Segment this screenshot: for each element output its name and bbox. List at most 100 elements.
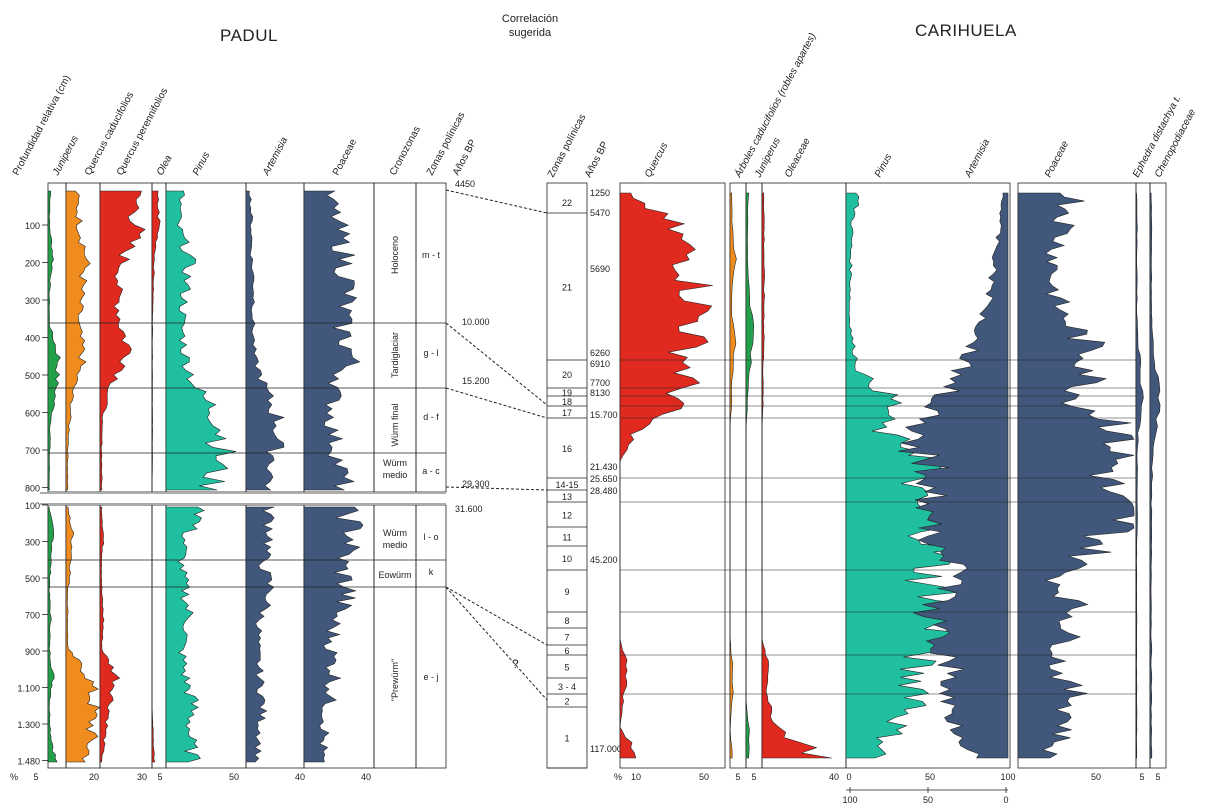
carihuela-pollen-zone: 22 — [562, 198, 572, 208]
padul-percent-tick: 50 — [229, 772, 239, 782]
padul-pollen-zone: g - l — [423, 348, 438, 358]
carihuela-pollen-zone: 10 — [562, 554, 572, 564]
padul-curve-artemisia — [245, 190, 285, 491]
correlation-question-mark: ? — [512, 657, 519, 671]
carihuela-percent-tick: 5 — [751, 772, 756, 782]
correlation-title-line2: sugerida — [508, 27, 552, 39]
carihuela-pollen-zone: 7 — [564, 633, 569, 643]
padul-pollen-zone: l - o — [423, 532, 438, 542]
padul-depth-tick: 400 — [25, 334, 40, 344]
correlation-line — [445, 387, 548, 419]
carihuela-pollen-zone: 21 — [562, 283, 572, 293]
carihuela-header-2: Quercus — [643, 141, 670, 180]
carihuela-age-bp: 6260 — [590, 348, 610, 358]
carihuela-pollen-zone: 2 — [564, 697, 569, 707]
carihuela-percent-tick: 5 — [1155, 772, 1160, 782]
carihuela-pollen-zone: 18 — [562, 397, 572, 407]
carihuela-header-5: Oleaceae — [783, 136, 813, 179]
carihuela-pollen-zone: 16 — [562, 444, 572, 454]
carihuela-percent-tick: 100 — [1000, 772, 1015, 782]
carihuela-curve-chenopodiaceae — [1149, 192, 1161, 759]
padul-pollen-zone: k — [429, 567, 434, 577]
padul-curve-juniperus-lower — [47, 506, 58, 763]
padul-pollen-zone: d - f — [423, 412, 439, 422]
carihuela-curve-ephedra — [1135, 192, 1144, 759]
padul-chronozone: Würm final — [390, 403, 400, 446]
padul-depth-tick-lower: 900 — [25, 647, 40, 657]
carihuela-pollen-zone: 8 — [564, 616, 569, 626]
padul-header-10: Años BP — [451, 138, 479, 178]
carihuela-curve-oleaceae — [761, 192, 832, 759]
padul-col-frame-lower — [151, 504, 167, 769]
carihuela-percent-tick: 10 — [631, 772, 641, 782]
padul-title: PADUL — [220, 26, 278, 45]
carihuela-percent-tick: 0 — [846, 772, 851, 782]
carihuela-pollen-zone: 3 - 4 — [558, 682, 576, 692]
carihuela-pollen-zone: 5 — [564, 663, 569, 673]
padul-chronozone: Würm — [383, 528, 407, 538]
padul-curve-quercus-caducifolios — [65, 190, 91, 491]
padul-curve-quercus-perennifolios-lower — [99, 506, 121, 763]
carihuela-col-frame — [761, 182, 847, 769]
padul-header-6: Artemisia — [260, 135, 290, 178]
carihuela-zone-column — [546, 182, 588, 769]
carihuela-curve-artemisia — [898, 192, 1009, 759]
padul-depth-tick: 700 — [25, 446, 40, 456]
padul-curve-poaceae — [303, 190, 361, 491]
padul-chronozone: "Prewürm" — [390, 659, 400, 701]
padul-pollen-zone: e - j — [423, 672, 438, 682]
correlation-line — [445, 586, 548, 646]
padul-percent-tick: 40 — [295, 772, 305, 782]
carihuela-age-bp: 1250 — [590, 188, 610, 198]
carihuela-pollen-zone: 17 — [562, 408, 572, 418]
correlation-line — [445, 586, 548, 701]
depth-break-band — [40, 492, 620, 505]
padul-percent-tick: 40 — [361, 772, 371, 782]
carihuela-header-8: Poaceae — [1043, 139, 1071, 179]
carihuela-pollen-zone: 13 — [562, 492, 572, 502]
padul-curve-quercus-perennifolios — [99, 190, 146, 491]
padul-zone-frame — [415, 182, 447, 493]
padul-depth-tick-lower: 1.300 — [17, 720, 40, 730]
padul-age-bp: 10.000 — [462, 317, 490, 327]
carihuela-pollen-zone: 12 — [562, 511, 572, 521]
padul-percent-tick: 5 — [33, 772, 38, 782]
padul-header-1: Juniperus — [50, 134, 81, 178]
padul-depth-tick-lower: 500 — [25, 574, 40, 584]
padul-depth-tick-lower: 300 — [25, 538, 40, 548]
padul-col-frame-lower — [99, 504, 153, 769]
padul-header-7: Poaceae — [331, 137, 359, 177]
carihuela-age-bp: 8130 — [590, 388, 610, 398]
correlation-title-line1: Correlación — [501, 13, 559, 25]
padul-depth-tick-lower: 1.480 — [17, 757, 40, 767]
padul-age-bp: 15.200 — [462, 376, 490, 386]
padul-age-bp: 4450 — [455, 179, 475, 189]
carihuela-pollen-zone: 9 — [564, 587, 569, 597]
padul-zone-frame-lower — [415, 504, 447, 769]
padul-chronozone: medio — [383, 470, 408, 480]
correlation-line — [445, 189, 548, 214]
padul-depth-tick-lower: 700 — [25, 611, 40, 621]
padul-curve-juniperus — [47, 190, 61, 491]
carihuela-percent-tick: 50 — [699, 772, 709, 782]
carihuela-percent-tick: 50 — [1091, 772, 1101, 782]
carihuela-header-3: Árboles caducifolios (robles apartes) — [731, 30, 819, 180]
carihuela-title: CARIHUELA — [915, 21, 1017, 40]
carihuela-age-bp: 15.700 — [590, 410, 618, 420]
artemisia-reverse-tick: 100 — [842, 795, 857, 805]
artemisia-reverse-tick: 0 — [1003, 795, 1008, 805]
padul-percent-tick: 30 — [137, 772, 147, 782]
carihuela-pollen-zone: 20 — [562, 370, 572, 380]
carihuela-age-bp: 25.650 — [590, 474, 618, 484]
correlation-line — [445, 486, 548, 491]
carihuela-age-bp: 5690 — [590, 264, 610, 274]
padul-header-8: Cronozonas — [388, 125, 423, 178]
carihuela-curve-juniperus — [745, 192, 755, 759]
padul-depth-tick: 600 — [25, 409, 40, 419]
padul-curve-pinus-lower — [165, 506, 205, 763]
correlation-title: Correlación sugerida — [470, 12, 590, 40]
padul-curve-olea-lower — [151, 507, 156, 763]
correlation-line — [445, 322, 548, 406]
carihuela-age-bp: 21.430 — [590, 462, 618, 472]
